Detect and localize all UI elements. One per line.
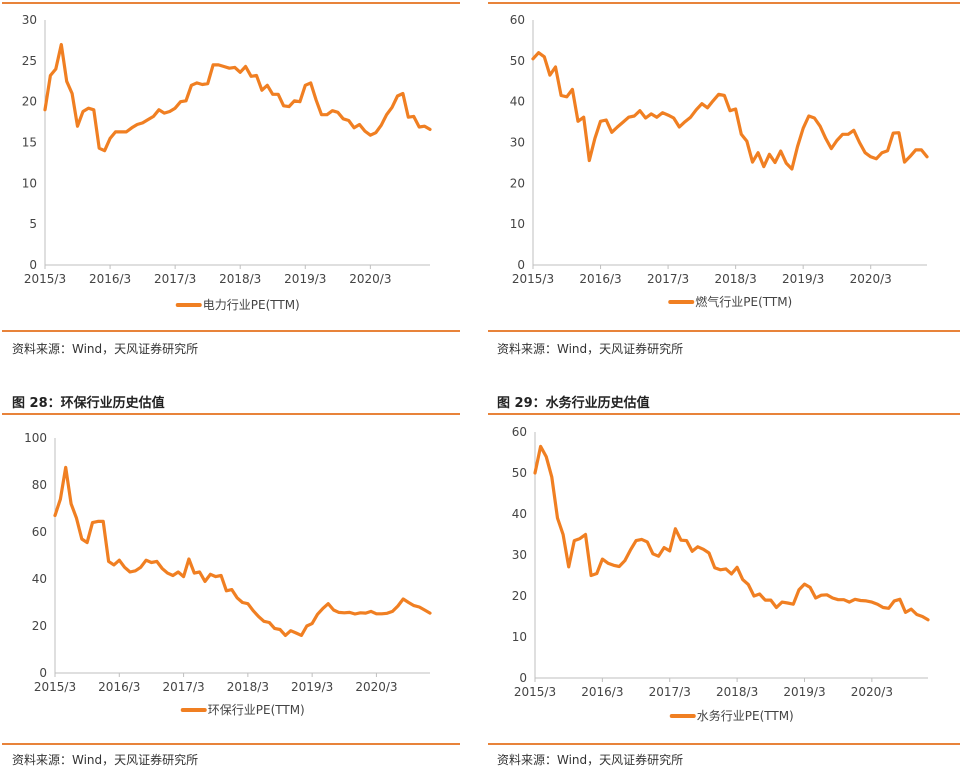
x-tick-label: 2019/3	[291, 680, 333, 694]
legend-label: 燃气行业PE(TTM)	[695, 294, 792, 309]
x-tick-label: 2015/3	[34, 680, 76, 694]
y-tick-label: 0	[39, 666, 47, 680]
title-rule-4	[488, 413, 960, 415]
y-tick-label: 60	[512, 425, 527, 439]
x-tick-label: 2020/3	[850, 272, 892, 286]
title-rule-3	[2, 413, 460, 415]
x-tick-label: 2017/3	[162, 680, 204, 694]
figure-title-28: 图 28：环保行业历史估值	[12, 396, 165, 411]
x-tick-label: 2019/3	[783, 685, 825, 699]
y-tick-label: 0	[517, 258, 525, 272]
x-tick-label: 2017/3	[649, 685, 691, 699]
y-tick-label: 50	[510, 54, 525, 68]
y-tick-label: 20	[512, 589, 527, 603]
x-tick-label: 2016/3	[98, 680, 140, 694]
series-line	[43, 42, 432, 153]
y-tick-label: 0	[29, 258, 37, 272]
x-tick-label: 2015/3	[24, 272, 66, 286]
x-tick-label: 2015/3	[512, 272, 554, 286]
y-tick-label: 25	[22, 54, 37, 68]
y-tick-label: 40	[32, 572, 47, 586]
y-tick-label: 100	[24, 431, 47, 445]
y-tick-label: 40	[512, 507, 527, 521]
x-tick-label: 2018/3	[227, 680, 269, 694]
figure-title-29: 图 29：水务行业历史估值	[497, 396, 650, 411]
y-tick-label: 40	[510, 95, 525, 109]
top-rule-right	[488, 2, 960, 4]
y-tick-label: 5	[29, 217, 37, 231]
y-tick-label: 30	[512, 548, 527, 562]
source-rule-2	[488, 330, 960, 332]
legend-label: 环保行业PE(TTM)	[208, 703, 305, 717]
y-tick-label: 0	[519, 671, 527, 685]
source-rule-4	[488, 743, 960, 745]
x-tick-label: 2015/3	[514, 685, 556, 699]
legend-label: 水务行业PE(TTM)	[697, 708, 794, 723]
x-tick-label: 2017/3	[647, 272, 689, 286]
y-tick-label: 15	[22, 136, 37, 150]
x-tick-label: 2018/3	[219, 272, 261, 286]
chart-gas-pe: 0 10 20 30 40 50 60 2015/3 2016/3 2017/3 2018/3 201…	[510, 13, 929, 309]
y-tick-label: 30	[510, 136, 525, 150]
source-note-1: 资料来源：Wind，天风证券研究所	[12, 342, 199, 356]
y-tick-label: 20	[510, 176, 525, 190]
source-rule-1	[2, 330, 460, 332]
top-rule-left	[2, 2, 460, 4]
y-tick-label: 50	[512, 466, 527, 480]
x-tick-label: 2018/3	[715, 272, 757, 286]
y-tick-label: 60	[32, 525, 47, 539]
source-note-4: 资料来源：Wind，天风证券研究所	[497, 753, 684, 767]
y-tick-label: 80	[32, 478, 47, 492]
series-line	[531, 51, 929, 171]
chart-water-pe: 0 10 20 30 40 50 60 2015/3 2016/3 2017/3 2018/3 201…	[512, 425, 930, 723]
x-tick-label: 2016/3	[581, 685, 623, 699]
y-tick-label: 10	[22, 176, 37, 190]
y-tick-label: 20	[32, 619, 47, 633]
chart-env-pe: 0 20 40 60 80 100 2015/3 2016/3 2017/3 2018/3 2019…	[24, 431, 432, 717]
x-tick-label: 2017/3	[154, 272, 196, 286]
y-tick-label: 10	[512, 630, 527, 644]
source-rule-3	[2, 743, 460, 745]
y-tick-label: 20	[22, 95, 37, 109]
x-tick-label: 2018/3	[716, 685, 758, 699]
x-tick-label: 2020/3	[851, 685, 893, 699]
x-tick-label: 2020/3	[355, 680, 397, 694]
series-line	[533, 444, 930, 622]
y-tick-label: 10	[510, 217, 525, 231]
x-tick-label: 2019/3	[284, 272, 326, 286]
source-note-3: 资料来源：Wind，天风证券研究所	[12, 753, 199, 767]
legend-label: 电力行业PE(TTM)	[203, 298, 300, 312]
x-tick-label: 2019/3	[782, 272, 824, 286]
y-tick-label: 30	[22, 13, 37, 27]
y-tick-label: 60	[510, 13, 525, 27]
source-note-2: 资料来源：Wind，天风证券研究所	[497, 342, 684, 356]
series-line	[53, 465, 432, 638]
chart-power-pe: 0 5 10 15 20 25 30 2015/3 2016/3 2017/3 2018/3 2019…	[22, 13, 432, 312]
x-tick-label: 2016/3	[89, 272, 131, 286]
x-tick-label: 2020/3	[349, 272, 391, 286]
x-tick-label: 2016/3	[579, 272, 621, 286]
